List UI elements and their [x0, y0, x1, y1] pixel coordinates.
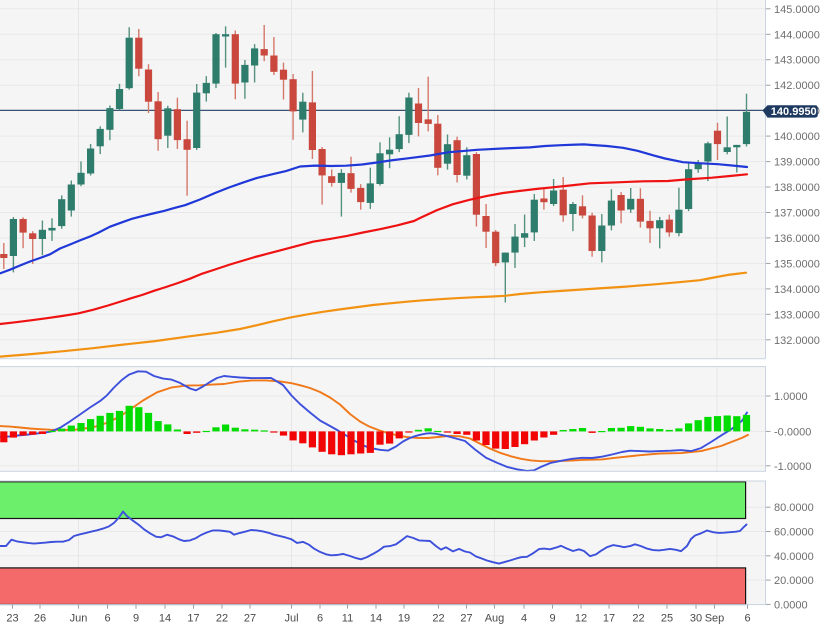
svg-text:11: 11 — [342, 613, 353, 625]
svg-text:27: 27 — [460, 613, 472, 625]
svg-text:23: 23 — [6, 613, 18, 625]
svg-text:40.0000: 40.0000 — [774, 551, 814, 563]
svg-text:Jun: Jun — [70, 613, 88, 625]
svg-text:25: 25 — [661, 613, 673, 625]
svg-text:134.0000: 134.0000 — [774, 284, 820, 296]
svg-text:0.0000: 0.0000 — [774, 599, 808, 611]
svg-text:1.0000: 1.0000 — [774, 391, 808, 403]
svg-text:26: 26 — [34, 613, 46, 625]
svg-text:30: 30 — [690, 613, 702, 625]
svg-text:22: 22 — [432, 613, 444, 625]
svg-text:139.0000: 139.0000 — [774, 157, 820, 169]
svg-text:144.0000: 144.0000 — [774, 29, 820, 41]
svg-text:143.0000: 143.0000 — [774, 55, 820, 67]
svg-text:14: 14 — [159, 613, 171, 625]
svg-text:140.0000: 140.0000 — [774, 131, 820, 143]
svg-text:142.0000: 142.0000 — [774, 80, 820, 92]
svg-text:Aug: Aug — [485, 613, 505, 625]
svg-text:Jul: Jul — [284, 613, 298, 625]
svg-text:133.0000: 133.0000 — [774, 309, 820, 321]
svg-text:145.0000: 145.0000 — [774, 4, 820, 16]
svg-text:80.0000: 80.0000 — [774, 502, 814, 514]
svg-text:20.0000: 20.0000 — [774, 575, 814, 587]
svg-text:22: 22 — [632, 613, 644, 625]
svg-text:-1.0000: -1.0000 — [774, 461, 811, 473]
svg-text:17: 17 — [603, 613, 615, 625]
svg-text:136.0000: 136.0000 — [774, 233, 820, 245]
svg-text:27: 27 — [244, 613, 256, 625]
svg-text:9: 9 — [549, 613, 555, 625]
svg-text:22: 22 — [216, 613, 228, 625]
svg-text:60.0000: 60.0000 — [774, 527, 814, 539]
svg-text:14: 14 — [370, 613, 382, 625]
svg-text:140.9950: 140.9950 — [771, 106, 817, 118]
svg-text:17: 17 — [187, 613, 199, 625]
svg-text:6: 6 — [317, 613, 323, 625]
svg-text:6: 6 — [104, 613, 110, 625]
svg-text:-0.0000: -0.0000 — [774, 426, 811, 438]
svg-text:135.0000: 135.0000 — [774, 258, 820, 270]
svg-text:19: 19 — [398, 613, 410, 625]
svg-text:138.0000: 138.0000 — [774, 182, 820, 194]
svg-text:Sep: Sep — [705, 613, 725, 625]
svg-text:12: 12 — [575, 613, 587, 625]
svg-text:4: 4 — [521, 613, 527, 625]
svg-text:132.0000: 132.0000 — [774, 335, 820, 347]
svg-text:6: 6 — [744, 613, 750, 625]
svg-text:9: 9 — [133, 613, 139, 625]
svg-text:137.0000: 137.0000 — [774, 208, 820, 220]
